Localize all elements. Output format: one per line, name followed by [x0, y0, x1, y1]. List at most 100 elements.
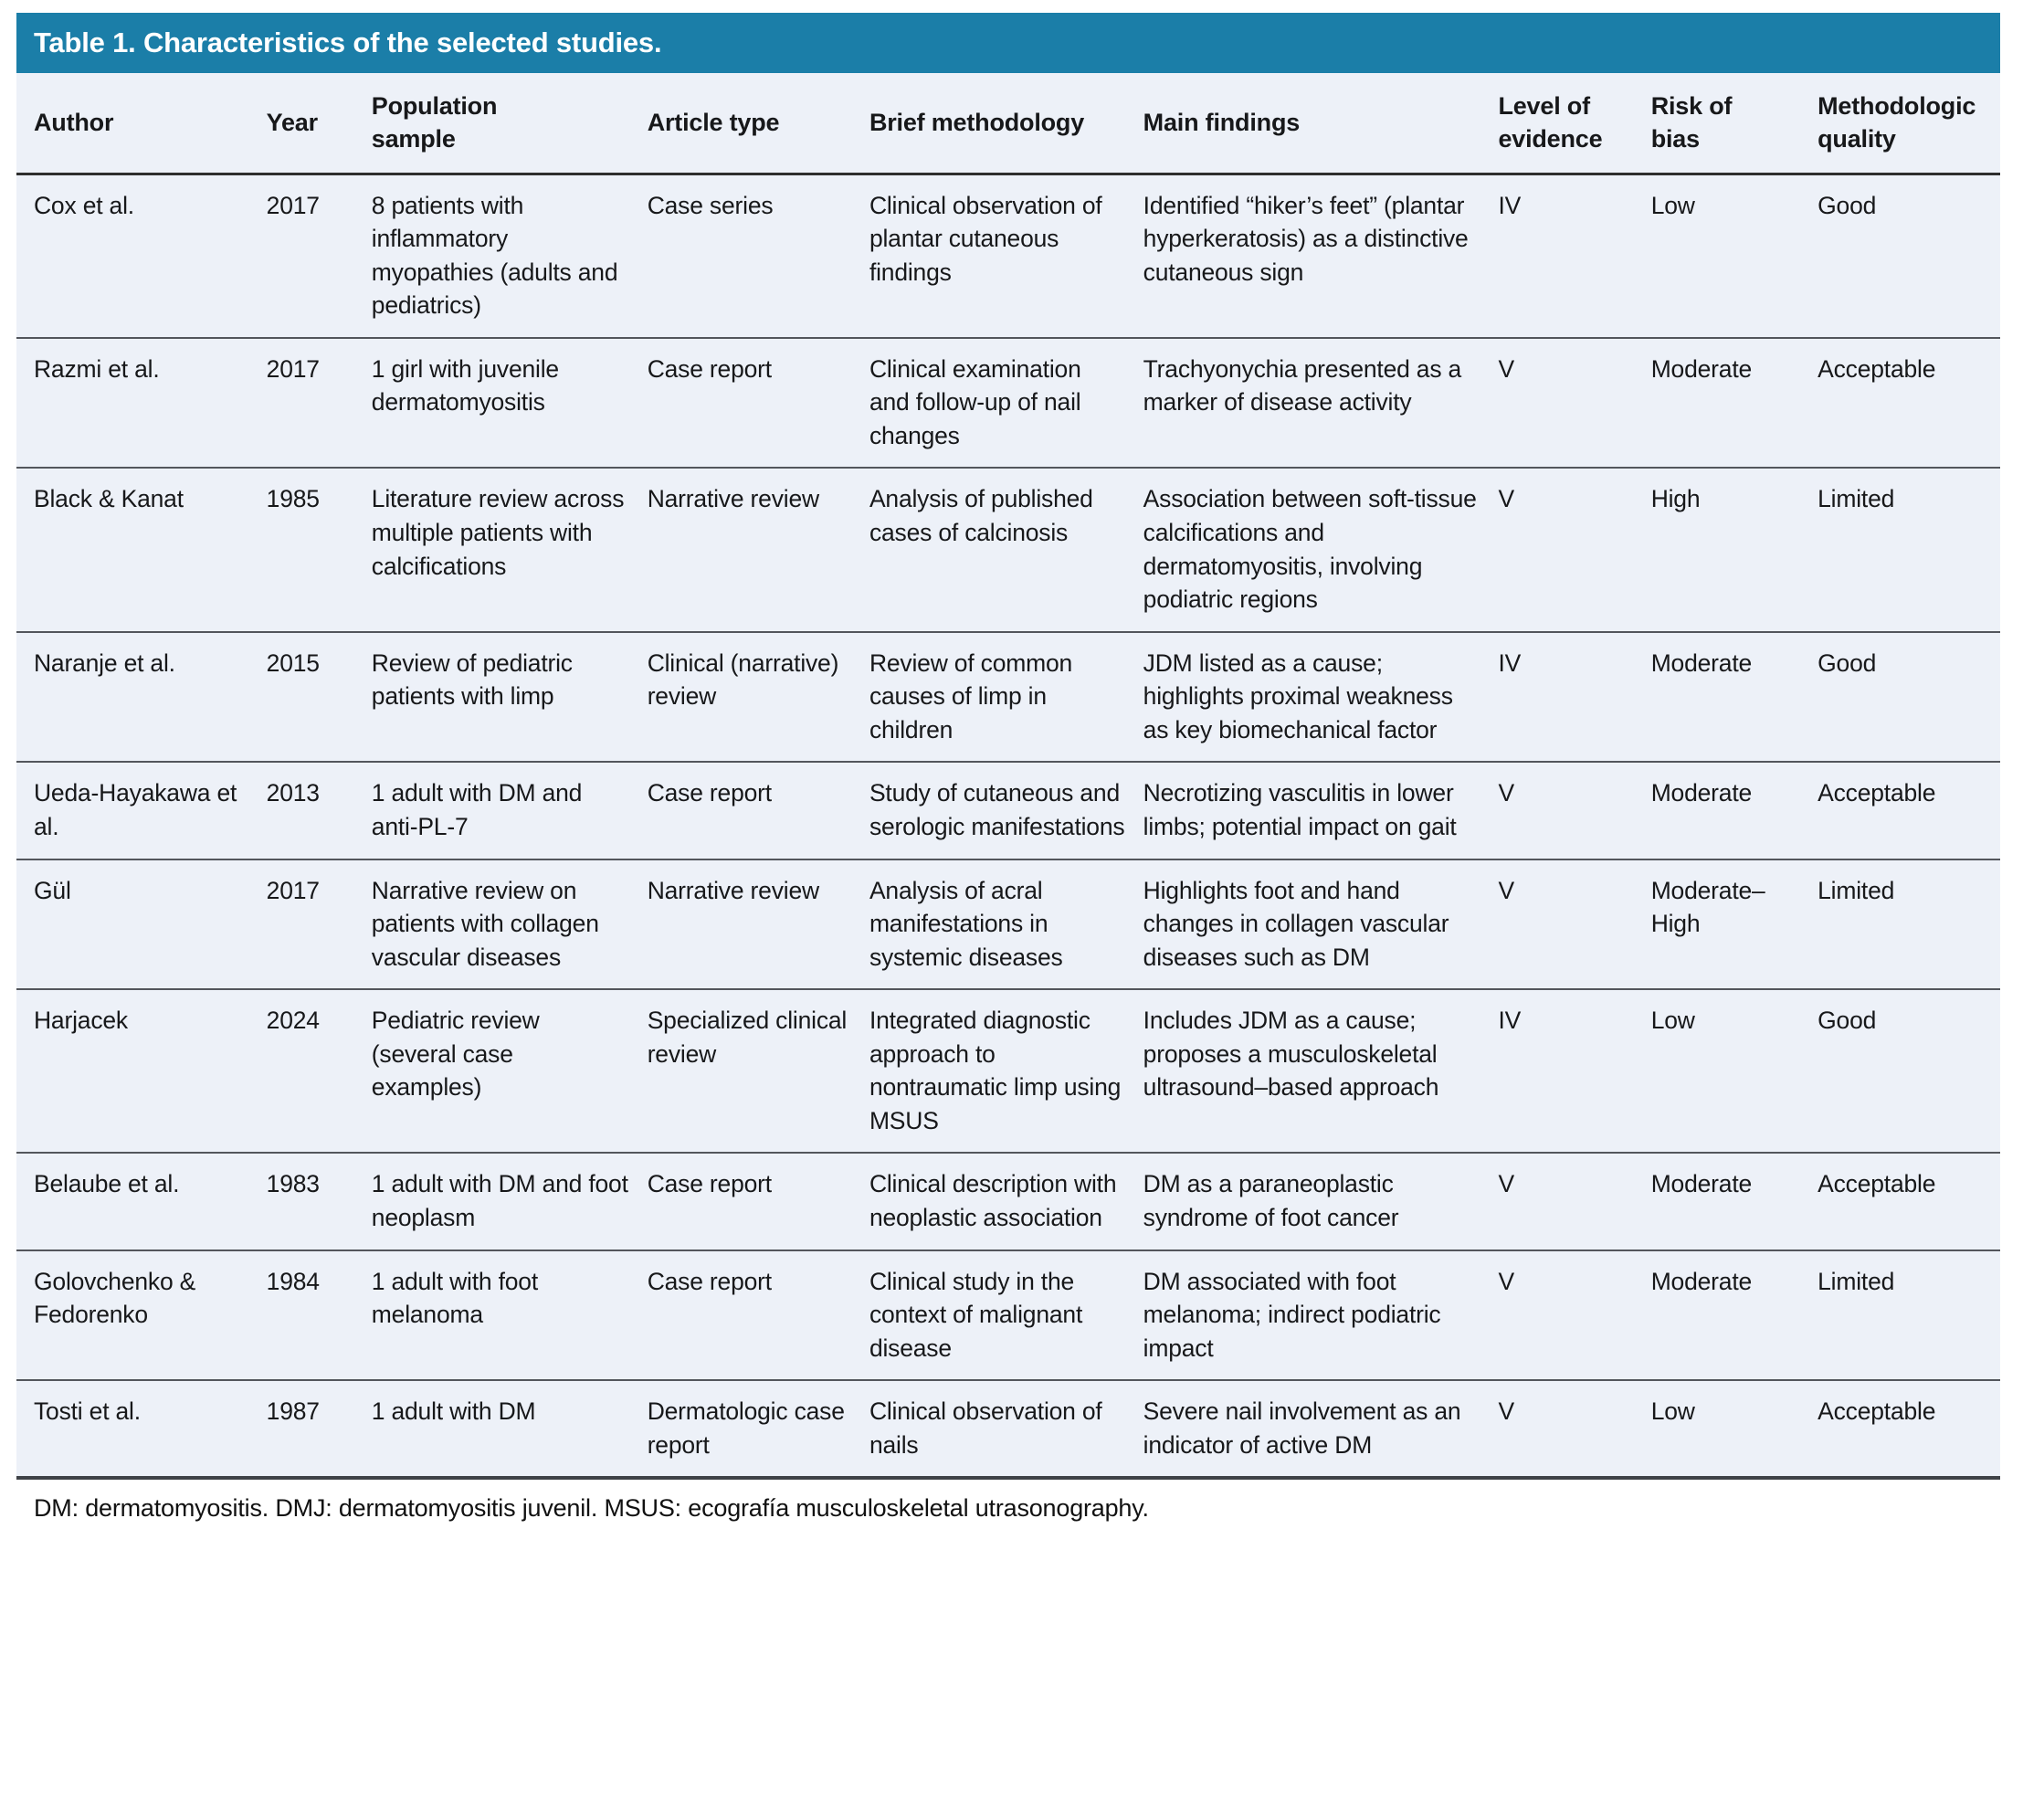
cell-main-findings: Includes JDM as a cause; proposes a musc…	[1143, 989, 1499, 1155]
cell-methodologic-quality: Acceptable	[1817, 337, 2000, 469]
cell-methodologic-quality: Acceptable	[1817, 1397, 1936, 1426]
cell-article-type: Case report	[647, 1249, 869, 1382]
cell-methodologic-quality: Limited	[1817, 1249, 2000, 1382]
cell-population-sample: Review of pediatric patients with limp	[371, 631, 648, 764]
cell-article-type: Narrative review	[647, 468, 869, 633]
column-header-methodologic-quality: Methodologic quality	[1817, 73, 2000, 175]
cell-brief-methodology: Clinical study in the context of maligna…	[869, 1249, 1143, 1382]
column-header-brief-methodology: Brief methodology	[869, 73, 1143, 175]
cell-brief-methodology: Clinical examination and follow-up of na…	[869, 337, 1143, 469]
cell-year: 1984	[266, 1249, 372, 1382]
cell-main-findings: JDM listed as a cause; highlights proxim…	[1143, 631, 1499, 764]
cell-author: Cox et al.	[16, 174, 267, 339]
column-header-author: Author	[16, 73, 267, 175]
cell-year: 2017	[266, 337, 372, 469]
table-region: Table 1. Characteristics of the selected…	[16, 13, 2000, 1523]
cell-risk-of-bias: Moderate	[1650, 1153, 1818, 1251]
cell-methodologic-quality: Good	[1817, 631, 2000, 764]
cell-level-of-evidence: IV	[1498, 989, 1651, 1155]
cell-risk-of-bias: Moderate–High	[1650, 859, 1818, 991]
cell-year: 2017	[266, 174, 372, 339]
header-row: Author Year Population sample Article type B…	[16, 73, 2000, 175]
cell-level-of-evidence: V	[1498, 1397, 1514, 1426]
cell-article-type: Narrative review	[647, 859, 869, 991]
cell-methodologic-quality: Acceptable	[1817, 1153, 2000, 1251]
table-title: Table 1. Characteristics of the selected…	[16, 13, 2000, 73]
cell-article-type: Case series	[647, 174, 869, 339]
cell-population-sample: 8 patients with inflammatory myopathies …	[371, 174, 648, 339]
cell-methodologic-quality: Acceptable	[1817, 762, 2000, 860]
table-row: Black & Kanat 1985 Literature review acros…	[16, 468, 2000, 633]
cell-level-of-evidence: V	[1498, 762, 1651, 860]
cell-population-sample: 1 adult with foot melanoma	[371, 1249, 648, 1382]
cell-population-sample: Pediatric review (several case examples)	[371, 989, 648, 1155]
column-header-level-of-evidence: Level of evidence	[1498, 73, 1651, 175]
cell-brief-methodology: Analysis of published cases of calcinosi…	[869, 468, 1143, 633]
cell-article-type: Case report	[647, 337, 869, 469]
cell-article-type: Specialized clinical review	[647, 989, 869, 1155]
table-row: Naranje et al. 2015 Review of pediatric pa…	[16, 631, 2000, 764]
cell-year: 2015	[266, 631, 372, 764]
cell-year: 2024	[266, 989, 372, 1155]
cell-risk-of-bias: Moderate	[1650, 1249, 1818, 1382]
cell-author: Belaube et al.	[16, 1153, 267, 1251]
cell-level-of-evidence: V	[1498, 468, 1651, 633]
cell-main-findings: Association between soft-tissue calcific…	[1143, 468, 1499, 633]
cell-year: 2013	[266, 762, 372, 860]
cell-author: Harjacek	[16, 989, 267, 1155]
cell-level-of-evidence: V	[1498, 337, 1651, 469]
cell-main-findings: Necrotizing vasculitis in lower limbs; p…	[1143, 762, 1499, 860]
table-row: Gül 2017 Narrative review on patients with…	[16, 859, 2000, 991]
table-row: Cox et al. 2017 8 patients with inflammato…	[16, 174, 2000, 339]
cell-methodologic-quality: Good	[1817, 989, 2000, 1155]
cell-methodologic-quality: Limited	[1817, 468, 2000, 633]
cell-risk-of-bias: Moderate	[1650, 337, 1818, 469]
table-row: Belaube et al. 1983 1 adult with DM and fo…	[16, 1153, 2000, 1251]
cell-level-of-evidence: V	[1498, 859, 1651, 991]
cell-main-findings: Highlights foot and hand changes in coll…	[1143, 859, 1499, 991]
cell-article-type: Case report	[647, 1153, 869, 1251]
cell-population-sample: 1 adult with DM	[371, 1397, 536, 1426]
cell-brief-methodology: Integrated diagnostic approach to nontra…	[869, 989, 1143, 1155]
cell-year: 2017	[266, 859, 372, 991]
cell-population-sample: Narrative review on patients with collag…	[371, 859, 648, 991]
cell-year: 1987	[266, 1397, 320, 1426]
cell-author: Razmi et al.	[16, 337, 267, 469]
cell-article-type: Case report	[647, 762, 869, 860]
column-header-year: Year	[266, 73, 372, 175]
table-body: Cox et al. 2017 8 patients with inflammato…	[16, 174, 2000, 1478]
cell-author: Gül	[16, 859, 267, 991]
cell-article-type: Clinical (narrative) review	[647, 631, 869, 764]
table-row: Harjacek 2024 Pediatric review (several ca…	[16, 989, 2000, 1155]
cell-author: Tosti et al.	[34, 1397, 141, 1426]
cell-main-findings: Trachyonychia presented as a marker of d…	[1143, 337, 1499, 469]
cell-year: 1985	[266, 468, 372, 633]
cell-level-of-evidence: IV	[1498, 174, 1651, 339]
cell-level-of-evidence: IV	[1498, 631, 1651, 764]
cell-author: Golovchenko & Fedorenko	[16, 1249, 267, 1382]
cell-methodologic-quality: Limited	[1817, 859, 2000, 991]
cell-risk-of-bias: Low	[1650, 989, 1818, 1155]
cell-author: Ueda-Hayakawa et al.	[16, 762, 267, 860]
cell-population-sample: 1 girl with juvenile dermatomyositis	[371, 337, 648, 469]
cell-risk-of-bias: Moderate	[1650, 631, 1818, 764]
cell-level-of-evidence: V	[1498, 1153, 1651, 1251]
studies-table: Author Year Population sample Article type B…	[16, 73, 2000, 1481]
column-header-population-sample: Population sample	[371, 73, 648, 175]
cell-article-type: Dermatologic case report	[647, 1397, 845, 1459]
cell-main-findings: Severe nail involvement as an indicator …	[1143, 1397, 1461, 1459]
cell-author: Naranje et al.	[16, 631, 267, 764]
table-header: Author Year Population sample Article type B…	[16, 73, 2000, 175]
column-header-risk-of-bias: Risk of bias	[1650, 73, 1818, 175]
cell-brief-methodology: Clinical observation of nails	[869, 1397, 1102, 1459]
cell-level-of-evidence: V	[1498, 1249, 1651, 1382]
table-row: Razmi et al. 2017 1 girl with juvenile der…	[16, 337, 2000, 469]
table-row: Tosti et al. 1987 1 adult with DM Dermatolo…	[16, 1380, 2000, 1478]
cell-brief-methodology: Study of cutaneous and serologic manifes…	[869, 762, 1143, 860]
cell-year: 1983	[266, 1153, 372, 1251]
cell-brief-methodology: Clinical description with neoplastic ass…	[869, 1153, 1143, 1251]
table-row: Ueda-Hayakawa et al. 2013 1 adult with DM …	[16, 762, 2000, 860]
cell-risk-of-bias: Low	[1650, 1397, 1695, 1426]
cell-population-sample: 1 adult with DM and anti-PL-7	[371, 762, 648, 860]
column-header-main-findings: Main findings	[1143, 73, 1499, 175]
